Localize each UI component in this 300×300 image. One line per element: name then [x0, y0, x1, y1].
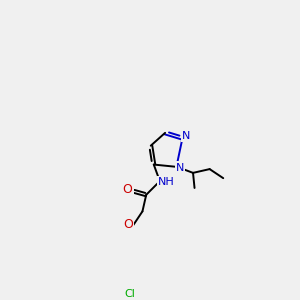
Text: O: O	[123, 218, 133, 231]
Text: N: N	[182, 131, 190, 141]
Text: NH: NH	[158, 177, 175, 187]
Text: Cl: Cl	[124, 289, 135, 299]
Text: O: O	[122, 183, 132, 196]
Text: N: N	[176, 163, 184, 172]
